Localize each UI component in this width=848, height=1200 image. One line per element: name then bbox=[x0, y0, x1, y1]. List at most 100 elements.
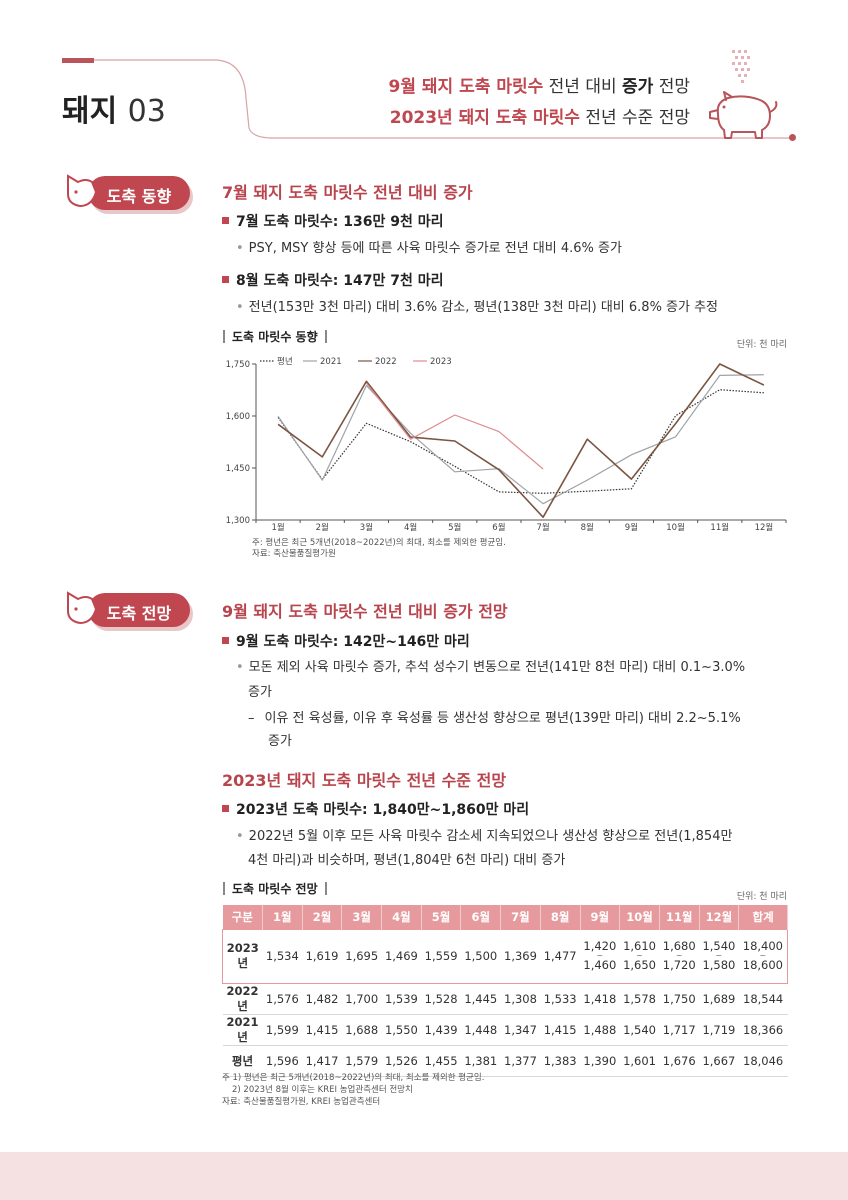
table-row: 평년 1,596 1,417 1,579 1,526 1,455 1,381 1,377 1,3… bbox=[222, 1045, 788, 1077]
table-cell: 1,415 bbox=[540, 1014, 580, 1046]
table-cell: 1,559 bbox=[421, 928, 461, 984]
table-row-label: 2022년 bbox=[222, 982, 263, 1015]
section2-bullet-1-sub2-cont: 증가 bbox=[268, 734, 292, 749]
table-cell: 1,688 bbox=[341, 1014, 382, 1046]
table-header-cell: 3월 bbox=[341, 905, 383, 929]
table-row: 2022년 1,576 1,482 1,700 1,539 1,528 1,445 1,308… bbox=[222, 982, 788, 1015]
table-cell: 1,526 bbox=[381, 1045, 422, 1077]
table-cell: 1,680 ~1,720 bbox=[659, 928, 700, 984]
section1-title: 7월 돼지 도축 마릿수 전년 대비 증가 bbox=[222, 183, 473, 202]
table-cell: 1,596 bbox=[262, 1045, 303, 1077]
legend-label-2023: 2023 bbox=[430, 357, 452, 367]
pig-head-icon bbox=[67, 174, 98, 208]
x-tick-label: 6월 bbox=[492, 522, 505, 533]
table-cell: 1,308 bbox=[500, 982, 541, 1015]
table-header-row: 구분 1월 2월 3월 4월 5월 6월 7월 8월 9월 10월 11월 12월 합계 bbox=[222, 905, 788, 929]
series-line-2021 bbox=[277, 374, 764, 505]
header-accent-bar bbox=[62, 58, 94, 63]
y-tick-label: 1,750 bbox=[226, 360, 250, 370]
table-body: 2023년 1,534 1,619 1,695 1,469 1,559 1,500 1,369… bbox=[222, 928, 788, 1077]
table-cell: 18,046 bbox=[738, 1045, 788, 1077]
x-tick-label: 11월 bbox=[710, 522, 729, 533]
table-cell: 1,528 bbox=[421, 982, 461, 1015]
table-header-cell: 9월 bbox=[580, 905, 621, 929]
section2-bullet-2-sub: • 2022년 5월 이후 모든 사육 마릿수 감소세 지속되었으나 생산성 향상… bbox=[236, 829, 733, 844]
chart-note: 주: 평년은 최근 5개년(2018~2022년)의 최대, 최소를 제외한 평… bbox=[252, 538, 506, 548]
y-tick-label: 1,300 bbox=[226, 516, 250, 526]
footer-band bbox=[0, 1152, 848, 1200]
table-row: 2021년 1,599 1,415 1,688 1,550 1,439 1,448 1,347… bbox=[222, 1014, 788, 1046]
table-cell: 1,689 bbox=[699, 982, 739, 1015]
legend-label-2022: 2022 bbox=[375, 357, 397, 367]
section2-bullet-1: 9월 도축 마릿수: 142만~146만 마리 bbox=[222, 631, 470, 651]
chart-source: 자료: 축산물품질평가원 bbox=[252, 549, 336, 559]
x-axis-ticks: 1월 2월 3월 4월 5월 6월 7월 8월 9월 10월 11월 12월 bbox=[255, 520, 787, 533]
y-tick-label: 1,600 bbox=[226, 412, 250, 422]
x-tick-label: 3월 bbox=[360, 522, 373, 533]
table-unit: 단위: 천 마리 bbox=[736, 892, 787, 902]
table-cell: 1,477 bbox=[540, 928, 580, 984]
table-row: 2023년 1,534 1,619 1,695 1,469 1,559 1,500 1,369… bbox=[222, 928, 788, 984]
section2-bullet-1-sub-cont: 증가 bbox=[248, 685, 272, 700]
headline-2-end: 전년 수준 전망 bbox=[585, 108, 690, 128]
table-cell: 18,366 bbox=[738, 1014, 788, 1046]
table-header-cell: 7월 bbox=[500, 905, 541, 929]
table-cell: 1,540 ~1,580 bbox=[699, 928, 739, 984]
headline-1: 9월 돼지 도축 마릿수 전년 대비 증가 전망 bbox=[389, 72, 690, 97]
table-header-cell: 11월 bbox=[659, 905, 700, 929]
pig-head-icon bbox=[67, 591, 98, 625]
table-cell: 1,719 bbox=[699, 1014, 739, 1046]
table-note-2: 2) 2023년 8월 이후는 KREI 농업관측센터 전망치 bbox=[232, 1085, 413, 1095]
section2-bullet-1-sub: • 모돈 제외 사육 마릿수 증가, 추석 성수기 변동으로 전년(141만 8천… bbox=[236, 660, 746, 675]
page-title-number: 03 bbox=[127, 94, 166, 129]
headline-1-mid: 전년 대비 bbox=[548, 77, 617, 97]
table-cell: 1,381 bbox=[460, 1045, 501, 1077]
badge-label: 도축 동향 bbox=[106, 187, 172, 206]
table-header-cell: 6월 bbox=[460, 905, 502, 929]
headline-1-end: 전망 bbox=[658, 77, 690, 97]
section2-bullet-2: 2023년 도축 마릿수: 1,840만~1,860만 마리 bbox=[222, 799, 529, 819]
table-source: 자료: 축산물품질평가원, KREI 농업관측센터 bbox=[222, 1097, 381, 1107]
table-cell: 1,415 bbox=[302, 1014, 342, 1046]
table-header-cell: 8월 bbox=[540, 905, 581, 929]
table-cell: 18,544 bbox=[738, 982, 788, 1015]
table-cell: 1,717 bbox=[659, 1014, 700, 1046]
table-cell: 1,599 bbox=[262, 1014, 303, 1046]
section2-bullet-1-sub2: – 이유 전 육성률, 이유 후 육성률 등 생산성 향상으로 평년(139만 마… bbox=[248, 711, 741, 726]
section1-bullet-2-sub: • 전년(153만 3천 마리) 대비 3.6% 감소, 평년(138만 3천 마… bbox=[236, 300, 719, 315]
slaughter-outlook-table: 구분 1월 2월 3월 4월 5월 6월 7월 8월 9월 10월 11월 12월 합계 2023년 1,5… bbox=[222, 905, 788, 1077]
header-dot bbox=[789, 134, 796, 141]
table-row-label: 2023년 bbox=[222, 928, 263, 984]
y-tick-label: 1,450 bbox=[226, 464, 250, 474]
table-header-cell: 12월 bbox=[699, 905, 740, 929]
headline-2-red: 2023년 돼지 도축 마릿수 bbox=[389, 108, 580, 128]
table-cell: 1,439 bbox=[421, 1014, 461, 1046]
series-layer bbox=[277, 363, 765, 518]
section2-title-2: 2023년 돼지 도축 마릿수 전년 수준 전망 bbox=[222, 771, 507, 790]
badge-slaughter-trend: 도축 동향 bbox=[62, 168, 190, 214]
x-tick-label: 8월 bbox=[581, 522, 594, 533]
section1-bullet-1-sub: • PSY, MSY 향상 등에 따른 사육 마릿수 증가로 전년 대비 4.6%… bbox=[236, 241, 622, 256]
table-header-cell: 합계 bbox=[738, 905, 788, 929]
badge-slaughter-outlook: 도축 전망 bbox=[62, 585, 190, 631]
table-cell: 1,534 bbox=[262, 928, 303, 984]
x-tick-label: 4월 bbox=[404, 522, 417, 533]
page-title: 돼지 03 bbox=[62, 86, 166, 130]
series-line-평년 bbox=[277, 389, 764, 494]
table-cell: 1,579 bbox=[341, 1045, 382, 1077]
table-row-label: 2021년 bbox=[222, 1014, 263, 1046]
series-line-2023 bbox=[365, 382, 544, 470]
table-cell: 1,539 bbox=[381, 982, 422, 1015]
table-cell: 1,369 bbox=[500, 928, 541, 984]
pig-icon bbox=[709, 50, 778, 139]
table-cell: 1,455 bbox=[421, 1045, 461, 1077]
table-cell: 1,488 bbox=[580, 1014, 620, 1046]
table-row-label: 평년 bbox=[222, 1045, 263, 1077]
table-cell: 1,601 bbox=[619, 1045, 660, 1077]
table-cell: 1,610 ~1,650 bbox=[619, 928, 660, 984]
table-header-cell: 10월 bbox=[619, 905, 660, 929]
table-header-cell: 5월 bbox=[421, 905, 462, 929]
table-cell: 1,420 ~1,460 bbox=[580, 928, 620, 984]
legend-label-2021: 2021 bbox=[320, 357, 342, 367]
